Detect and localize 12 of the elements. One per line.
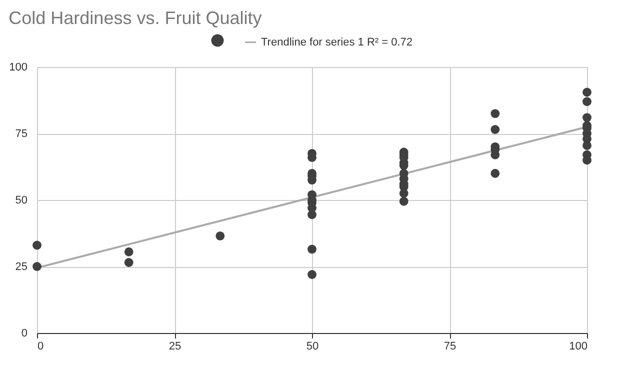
x-tick-label: 0 — [38, 340, 44, 352]
y-tick-label: 75 — [15, 128, 28, 140]
y-tick-label: 100 — [9, 62, 28, 74]
y-tick-label: 25 — [15, 261, 28, 273]
x-tick-label: 100 — [569, 340, 588, 352]
y-tick-label: 50 — [15, 194, 28, 206]
y-tick-label: 0 — [21, 328, 28, 340]
x-tick-label: 50 — [306, 340, 319, 352]
chart-title: Cold Hardiness vs. Fruit Quality — [8, 8, 262, 28]
legend-label: Trendline for series 1 R² = 0.72 — [261, 36, 413, 48]
x-tick-label: 75 — [444, 340, 456, 352]
x-tick-label: 25 — [168, 340, 182, 352]
